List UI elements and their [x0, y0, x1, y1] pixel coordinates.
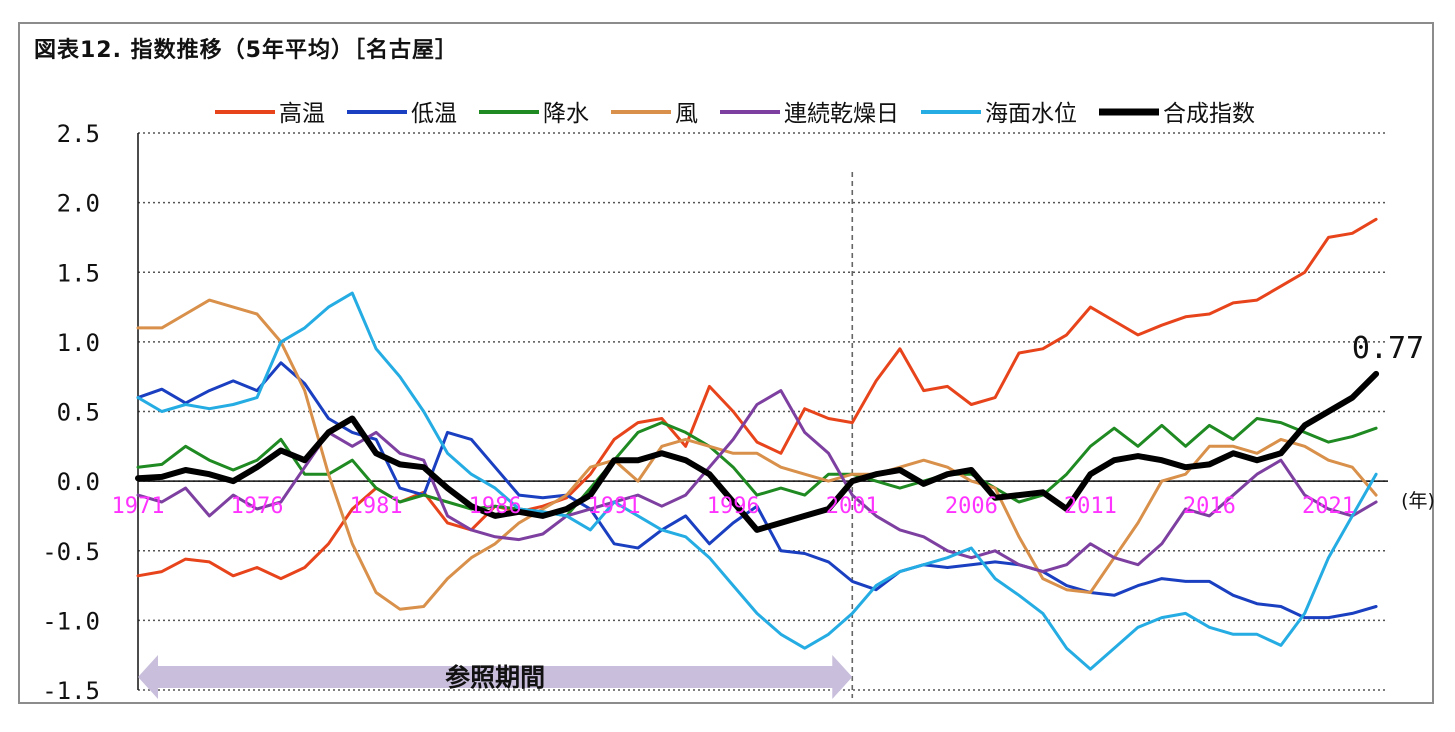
x-tick-label: 1991: [588, 494, 641, 519]
axes: [137, 133, 1388, 698]
series-lines: [135, 217, 1380, 671]
series-line-低温: [136, 361, 1378, 620]
chart-title: 図表12. 指数推移（5年平均）［名古屋］: [34, 38, 458, 63]
legend-entry: 合成指数: [1163, 101, 1255, 127]
x-tick-label: 1971: [112, 494, 165, 519]
series-line-風: [136, 298, 1378, 611]
series-line-海面水位: [136, 291, 1378, 671]
x-ticks: 1971 1976 1981 1986 1991 1996 2001 2006 2011 2016…: [112, 490, 1435, 519]
reference-period: 参照期間: [138, 655, 853, 699]
chart-frame: [18, 22, 1434, 704]
y-ticks: 2.5 2.0 1.5 1.0 0.5 0.0 -0.5 -1.0 -1.5: [42, 120, 100, 705]
end-value-label: 0.77: [1352, 331, 1424, 366]
series-line-連続乾燥日: [136, 389, 1378, 574]
legend: 高温 低温 降水 風 連続乾燥日 海面水位 合成指数: [215, 101, 1255, 127]
x-tick-label: 2011: [1064, 494, 1117, 519]
x-tick-label: 2006: [945, 494, 998, 519]
legend-entry: 降水: [543, 101, 589, 127]
legend-entry: 低温: [411, 101, 457, 127]
legend-entry: 高温: [279, 101, 325, 127]
y-tick-label: 1.0: [57, 329, 100, 357]
y-tick-label: 0.5: [57, 399, 100, 427]
x-tick-label: 1996: [707, 494, 760, 519]
y-tick-label: 2.5: [57, 120, 100, 148]
y-tick-label: -0.5: [42, 538, 100, 566]
x-tick-label: 2001: [826, 494, 879, 519]
series-line-合成指数: [135, 370, 1380, 533]
x-tick-label: 1986: [469, 494, 522, 519]
reference-period-label: 参照期間: [445, 663, 545, 692]
y-tick-label: -1.0: [42, 607, 100, 635]
y-tick-label: 1.5: [57, 259, 100, 287]
reference-period-arrow: [138, 655, 853, 699]
legend-entry: 風: [675, 101, 698, 127]
x-tick-label: 2016: [1183, 494, 1236, 519]
x-axis-unit-label: (年): [1401, 490, 1435, 512]
series-line-高温: [136, 217, 1378, 581]
legend-entry: 連続乾燥日: [784, 101, 899, 127]
y-tick-label: 0.0: [57, 468, 100, 496]
annotations: 0.77: [1352, 331, 1424, 366]
y-tick-label: 2.0: [57, 190, 100, 218]
legend-entry: 海面水位: [985, 101, 1077, 127]
x-tick-label: 1976: [231, 494, 284, 519]
series-line-降水: [136, 417, 1378, 518]
x-tick-label: 2021: [1302, 494, 1355, 519]
y-tick-label: -1.5: [42, 677, 100, 705]
x-tick-label: 1981: [350, 494, 403, 519]
